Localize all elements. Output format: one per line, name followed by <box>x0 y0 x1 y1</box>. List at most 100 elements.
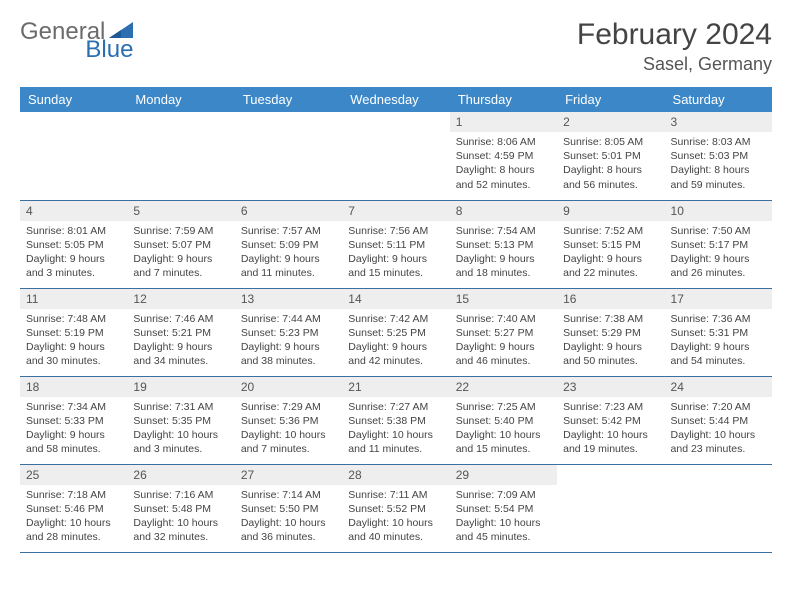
day-sunrise: Sunrise: 7:56 AM <box>348 224 443 238</box>
day-detail: Sunrise: 7:52 AMSunset: 5:15 PMDaylight:… <box>557 221 664 287</box>
day-number: 7 <box>342 201 449 221</box>
day-number: 6 <box>235 201 342 221</box>
day-cell: 25Sunrise: 7:18 AMSunset: 5:46 PMDayligh… <box>20 464 127 552</box>
day-sunset: Sunset: 5:25 PM <box>348 326 443 340</box>
day-sunset: Sunset: 5:46 PM <box>26 502 121 516</box>
day-sunset: Sunset: 5:52 PM <box>348 502 443 516</box>
day-detail: Sunrise: 7:56 AMSunset: 5:11 PMDaylight:… <box>342 221 449 287</box>
day-sunrise: Sunrise: 7:54 AM <box>456 224 551 238</box>
day-daylight: Daylight: 9 hours and 11 minutes. <box>241 252 336 280</box>
day-daylight: Daylight: 10 hours and 15 minutes. <box>456 428 551 456</box>
day-sunrise: Sunrise: 8:05 AM <box>563 135 658 149</box>
day-daylight: Daylight: 9 hours and 46 minutes. <box>456 340 551 368</box>
day-sunrise: Sunrise: 7:57 AM <box>241 224 336 238</box>
day-sunrise: Sunrise: 7:09 AM <box>456 488 551 502</box>
empty-cell <box>557 464 664 552</box>
title-block: February 2024 Sasel, Germany <box>577 18 772 75</box>
day-cell: 29Sunrise: 7:09 AMSunset: 5:54 PMDayligh… <box>450 464 557 552</box>
day-sunset: Sunset: 5:13 PM <box>456 238 551 252</box>
empty-cell <box>342 112 449 200</box>
day-daylight: Daylight: 9 hours and 18 minutes. <box>456 252 551 280</box>
day-sunrise: Sunrise: 7:20 AM <box>671 400 766 414</box>
day-sunrise: Sunrise: 7:29 AM <box>241 400 336 414</box>
day-number: 13 <box>235 289 342 309</box>
day-daylight: Daylight: 9 hours and 38 minutes. <box>241 340 336 368</box>
day-daylight: Daylight: 10 hours and 23 minutes. <box>671 428 766 456</box>
day-daylight: Daylight: 10 hours and 40 minutes. <box>348 516 443 544</box>
day-daylight: Daylight: 10 hours and 28 minutes. <box>26 516 121 544</box>
weekday-header: Tuesday <box>235 87 342 112</box>
day-sunset: Sunset: 5:23 PM <box>241 326 336 340</box>
empty-cell <box>665 464 772 552</box>
day-daylight: Daylight: 10 hours and 32 minutes. <box>133 516 228 544</box>
day-daylight: Daylight: 9 hours and 30 minutes. <box>26 340 121 368</box>
day-sunrise: Sunrise: 7:48 AM <box>26 312 121 326</box>
day-sunrise: Sunrise: 7:34 AM <box>26 400 121 414</box>
day-sunset: Sunset: 5:54 PM <box>456 502 551 516</box>
day-number: 11 <box>20 289 127 309</box>
day-detail: Sunrise: 7:09 AMSunset: 5:54 PMDaylight:… <box>450 485 557 551</box>
day-daylight: Daylight: 9 hours and 58 minutes. <box>26 428 121 456</box>
day-sunrise: Sunrise: 7:18 AM <box>26 488 121 502</box>
brand-logo: General Blue <box>20 18 187 46</box>
day-detail: Sunrise: 8:03 AMSunset: 5:03 PMDaylight:… <box>665 132 772 198</box>
day-sunset: Sunset: 5:36 PM <box>241 414 336 428</box>
day-detail: Sunrise: 7:42 AMSunset: 5:25 PMDaylight:… <box>342 309 449 375</box>
day-detail: Sunrise: 7:23 AMSunset: 5:42 PMDaylight:… <box>557 397 664 463</box>
day-number: 26 <box>127 465 234 485</box>
day-sunrise: Sunrise: 7:44 AM <box>241 312 336 326</box>
day-daylight: Daylight: 8 hours and 52 minutes. <box>456 163 551 191</box>
day-sunset: Sunset: 5:21 PM <box>133 326 228 340</box>
day-daylight: Daylight: 10 hours and 36 minutes. <box>241 516 336 544</box>
day-cell: 11Sunrise: 7:48 AMSunset: 5:19 PMDayligh… <box>20 288 127 376</box>
day-number: 8 <box>450 201 557 221</box>
day-detail: Sunrise: 8:05 AMSunset: 5:01 PMDaylight:… <box>557 132 664 198</box>
day-number: 18 <box>20 377 127 397</box>
day-cell: 17Sunrise: 7:36 AMSunset: 5:31 PMDayligh… <box>665 288 772 376</box>
day-number: 1 <box>450 112 557 132</box>
day-daylight: Daylight: 9 hours and 50 minutes. <box>563 340 658 368</box>
day-sunset: Sunset: 5:27 PM <box>456 326 551 340</box>
day-sunset: Sunset: 5:11 PM <box>348 238 443 252</box>
day-cell: 26Sunrise: 7:16 AMSunset: 5:48 PMDayligh… <box>127 464 234 552</box>
day-number: 22 <box>450 377 557 397</box>
day-sunrise: Sunrise: 7:36 AM <box>671 312 766 326</box>
day-sunset: Sunset: 5:33 PM <box>26 414 121 428</box>
day-detail: Sunrise: 7:46 AMSunset: 5:21 PMDaylight:… <box>127 309 234 375</box>
day-number: 23 <box>557 377 664 397</box>
day-cell: 2Sunrise: 8:05 AMSunset: 5:01 PMDaylight… <box>557 112 664 200</box>
day-sunset: Sunset: 5:38 PM <box>348 414 443 428</box>
day-cell: 27Sunrise: 7:14 AMSunset: 5:50 PMDayligh… <box>235 464 342 552</box>
day-daylight: Daylight: 9 hours and 26 minutes. <box>671 252 766 280</box>
day-cell: 10Sunrise: 7:50 AMSunset: 5:17 PMDayligh… <box>665 200 772 288</box>
day-cell: 4Sunrise: 8:01 AMSunset: 5:05 PMDaylight… <box>20 200 127 288</box>
day-daylight: Daylight: 9 hours and 3 minutes. <box>26 252 121 280</box>
day-cell: 16Sunrise: 7:38 AMSunset: 5:29 PMDayligh… <box>557 288 664 376</box>
day-sunrise: Sunrise: 7:46 AM <box>133 312 228 326</box>
weekday-header: Thursday <box>450 87 557 112</box>
day-sunrise: Sunrise: 7:11 AM <box>348 488 443 502</box>
day-sunrise: Sunrise: 7:40 AM <box>456 312 551 326</box>
day-sunrise: Sunrise: 7:52 AM <box>563 224 658 238</box>
day-number: 10 <box>665 201 772 221</box>
day-daylight: Daylight: 10 hours and 11 minutes. <box>348 428 443 456</box>
calendar-row: 25Sunrise: 7:18 AMSunset: 5:46 PMDayligh… <box>20 464 772 552</box>
day-daylight: Daylight: 9 hours and 42 minutes. <box>348 340 443 368</box>
calendar-table: SundayMondayTuesdayWednesdayThursdayFrid… <box>20 87 772 553</box>
day-detail: Sunrise: 7:38 AMSunset: 5:29 PMDaylight:… <box>557 309 664 375</box>
day-cell: 21Sunrise: 7:27 AMSunset: 5:38 PMDayligh… <box>342 376 449 464</box>
day-sunset: Sunset: 5:35 PM <box>133 414 228 428</box>
day-daylight: Daylight: 10 hours and 19 minutes. <box>563 428 658 456</box>
month-title: February 2024 <box>577 18 772 52</box>
day-number: 20 <box>235 377 342 397</box>
day-sunrise: Sunrise: 7:16 AM <box>133 488 228 502</box>
day-cell: 19Sunrise: 7:31 AMSunset: 5:35 PMDayligh… <box>127 376 234 464</box>
day-detail: Sunrise: 7:18 AMSunset: 5:46 PMDaylight:… <box>20 485 127 551</box>
day-sunrise: Sunrise: 8:03 AM <box>671 135 766 149</box>
day-sunrise: Sunrise: 7:50 AM <box>671 224 766 238</box>
day-detail: Sunrise: 7:31 AMSunset: 5:35 PMDaylight:… <box>127 397 234 463</box>
day-number: 24 <box>665 377 772 397</box>
day-daylight: Daylight: 10 hours and 45 minutes. <box>456 516 551 544</box>
day-number: 4 <box>20 201 127 221</box>
day-cell: 5Sunrise: 7:59 AMSunset: 5:07 PMDaylight… <box>127 200 234 288</box>
